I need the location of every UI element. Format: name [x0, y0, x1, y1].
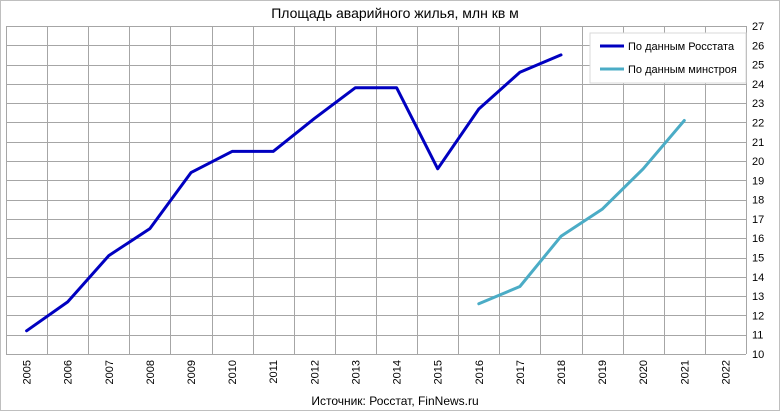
y-tick-label: 26	[752, 40, 764, 52]
y-tick-label: 17	[752, 214, 764, 226]
y-tick-label: 10	[752, 349, 764, 361]
series-line-1	[477, 119, 686, 306]
y-tick-label: 20	[752, 156, 764, 168]
x-tick-label: 2009	[186, 360, 198, 384]
x-tick-label: 2014	[392, 360, 404, 384]
legend-label-rosstat: По данным Росстата	[628, 41, 735, 53]
x-tick-label: 2007	[104, 360, 116, 384]
legend: По данным Росстата По данным минстроя	[589, 32, 747, 84]
legend-box	[589, 32, 747, 84]
y-tick-label: 15	[752, 253, 764, 265]
x-tick-label: 2018	[556, 360, 568, 384]
legend-label-minstroy: По данным минстроя	[628, 64, 737, 76]
x-tick-label: 2020	[638, 360, 650, 384]
x-tick-label: 2012	[309, 360, 321, 384]
y-tick-label: 14	[752, 272, 764, 284]
y-tick-label: 24	[752, 79, 764, 91]
x-tick-label: 2015	[433, 360, 445, 384]
series-line-0	[25, 53, 563, 333]
y-tick-label: 23	[752, 98, 764, 110]
y-tick-label: 19	[752, 175, 764, 187]
x-tick-label: 2013	[350, 360, 362, 384]
x-tick-label: 2010	[227, 360, 239, 384]
y-tick-labels: 10 11 12 13 14 15 16 17 18 19 20 21 22 23 24 25 26 27	[752, 21, 764, 361]
x-tick-label: 2016	[474, 360, 486, 384]
x-tick-label: 2021	[679, 360, 691, 384]
y-tick-label: 22	[752, 117, 764, 129]
y-tick-label: 27	[752, 21, 764, 33]
source-note: Источник: Росстат, FinNews.ru	[311, 394, 478, 408]
x-tick-label: 2017	[515, 360, 527, 384]
x-tick-label: 2005	[22, 360, 34, 384]
y-tick-label: 21	[752, 137, 764, 149]
y-tick-label: 12	[752, 310, 764, 322]
chart-title: Площадь аварийного жилья, млн кв м	[271, 5, 519, 21]
y-tick-label: 25	[752, 60, 764, 72]
x-tick-label: 2011	[268, 360, 280, 384]
x-tick-labels: 2005 2006 2007 2008 2009 2010 2011 2012 2013 2014…	[22, 360, 733, 384]
y-tick-label: 11	[752, 330, 763, 342]
x-tick-label: 2022	[720, 360, 732, 384]
y-tick-label: 13	[752, 291, 764, 303]
x-tick-label: 2008	[145, 360, 157, 384]
x-tick-label: 2019	[597, 360, 609, 384]
series-lines	[25, 53, 686, 333]
y-tick-label: 18	[752, 195, 764, 207]
gridlines	[6, 26, 747, 355]
x-tick-label: 2006	[63, 360, 75, 384]
y-tick-label: 16	[752, 233, 764, 245]
